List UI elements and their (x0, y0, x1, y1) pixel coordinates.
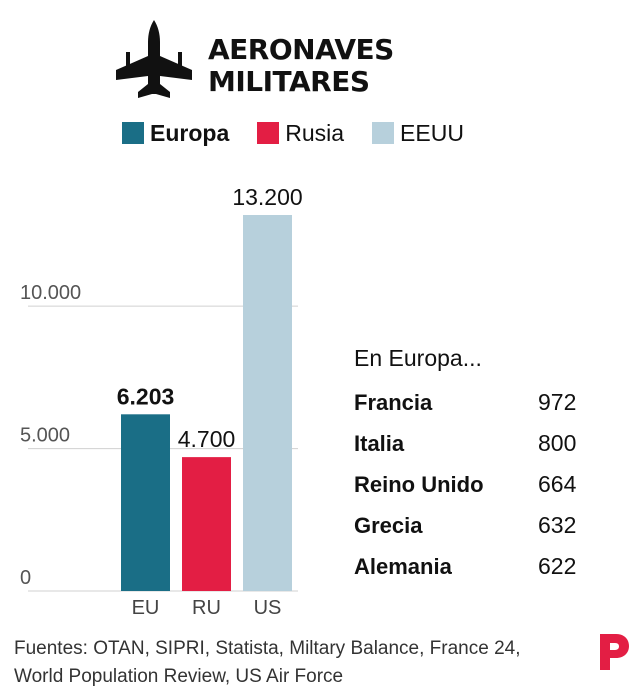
fighter-jet-icon (116, 20, 192, 98)
legend-item-eeuu: EEUU (372, 120, 464, 147)
sources-line-2: World Population Review, US Air Force (14, 666, 344, 687)
breakdown-row: Alemania 622 (354, 546, 594, 587)
x-tick-label: US (254, 597, 282, 619)
legend-item-europa: Europa (122, 120, 229, 147)
breakdown-row: Francia 972 (354, 382, 594, 423)
legend-label-eeuu: EEUU (400, 119, 464, 146)
country-name: Francia (354, 389, 433, 415)
x-tick-label: EU (132, 597, 160, 619)
country-value: 972 (538, 389, 577, 415)
country-value: 632 (538, 512, 577, 538)
data-label: 4.700 (178, 426, 236, 452)
europe-breakdown: En Europa... Francia 972 Italia 800 Rein… (354, 345, 594, 587)
legend-label-rusia: Rusia (285, 119, 345, 146)
breakdown-row: Reino Unido 664 (354, 464, 594, 505)
publisher-logo-icon (600, 634, 629, 670)
y-tick-label: 5.000 (20, 425, 70, 447)
sources-line-1: Fuentes: OTAN, SIPRI, Statista, Miltary … (14, 638, 521, 659)
legend-item-rusia: Rusia (257, 120, 344, 147)
country-name: Grecia (354, 512, 423, 538)
y-tick-label: 0 (20, 567, 31, 589)
chart-title: AERONAVES MILITARES (208, 34, 528, 98)
breakdown-heading: En Europa... (354, 345, 482, 371)
legend-label-europa: Europa (150, 119, 230, 146)
bar-chart: 0 5.000 10.000 6.203 EU 4.700 RU 13.200 US (20, 184, 303, 619)
sources-footer: Fuentes: OTAN, SIPRI, Statista, Miltary … (14, 635, 574, 691)
bar (182, 457, 231, 591)
country-name: Alemania (354, 553, 452, 579)
breakdown-row: Italia 800 (354, 423, 594, 464)
y-tick-label: 10.000 (20, 282, 81, 304)
country-name: Reino Unido (354, 471, 484, 497)
x-tick-label: RU (192, 597, 221, 619)
bar (243, 215, 292, 591)
bar (121, 414, 170, 591)
legend: Europa Rusia EEUU (122, 118, 492, 148)
legend-swatch-rusia (257, 122, 280, 144)
breakdown-row: Grecia 632 (354, 505, 594, 546)
title-line-1: AERONAVES (208, 33, 394, 66)
country-value: 800 (538, 430, 577, 456)
legend-swatch-europa (122, 122, 144, 144)
country-name: Italia (354, 430, 405, 456)
country-value: 664 (538, 471, 577, 497)
legend-swatch-eeuu (372, 122, 395, 144)
country-value: 622 (538, 553, 577, 579)
title-line-2: MILITARES (208, 65, 370, 98)
data-label: 6.203 (117, 383, 175, 409)
data-label: 13.200 (232, 184, 302, 210)
